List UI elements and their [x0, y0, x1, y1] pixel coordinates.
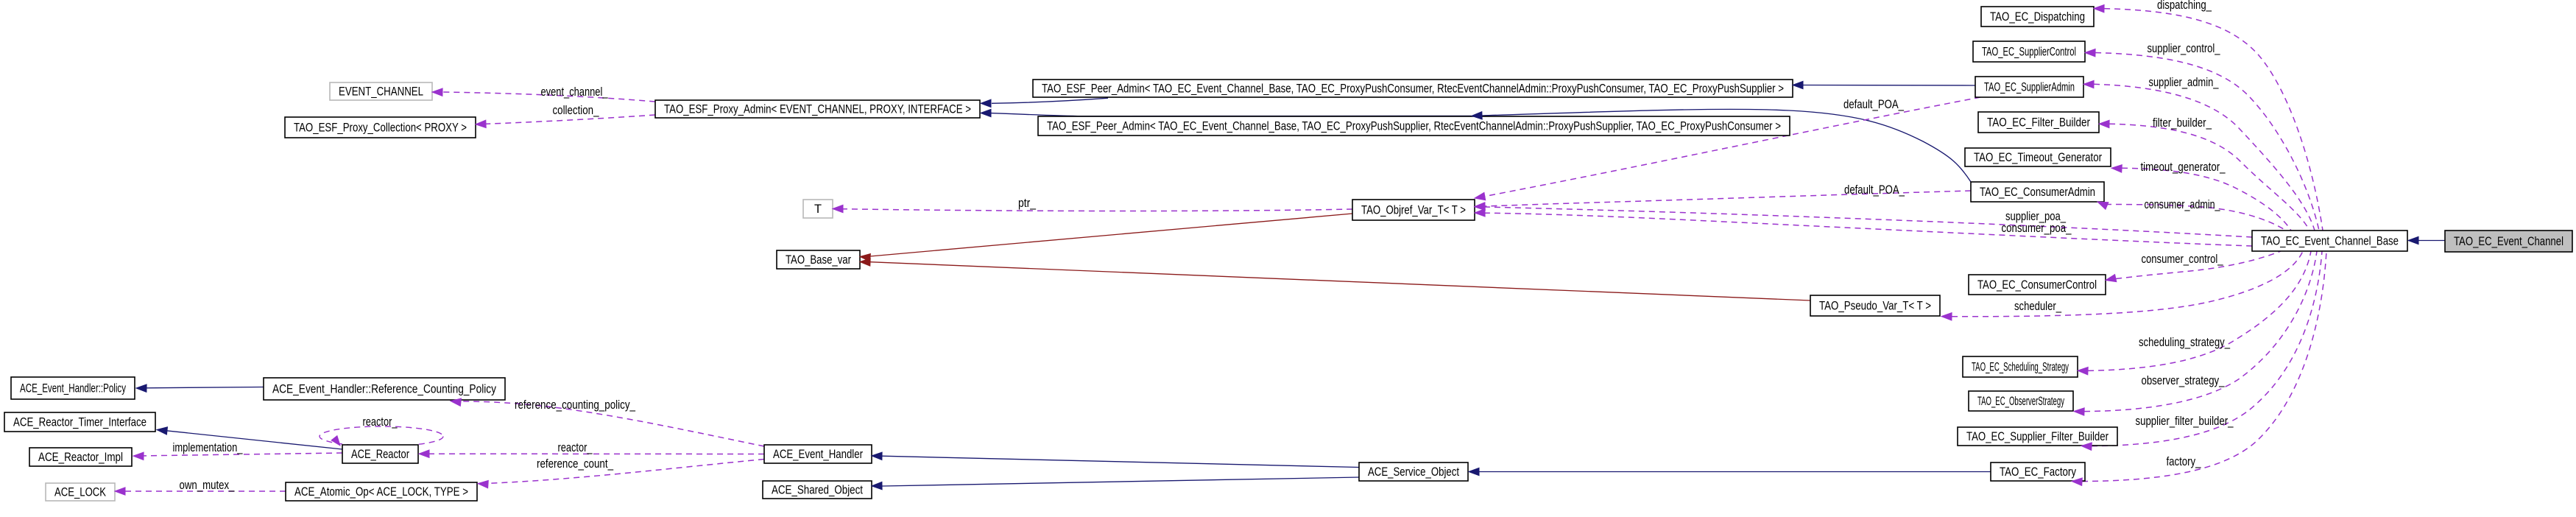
- svg-text:consumer_control_: consumer_control_: [2142, 253, 2224, 266]
- svg-text:reactor_: reactor_: [363, 415, 398, 429]
- svg-text:TAO_EC_Event_Channel_Base: TAO_EC_Event_Channel_Base: [2261, 235, 2399, 248]
- svg-text:dispatching_: dispatching_: [2157, 0, 2212, 12]
- svg-text:scheduler_: scheduler_: [2014, 300, 2062, 313]
- svg-text:TAO_EC_ConsumerAdmin: TAO_EC_ConsumerAdmin: [1980, 186, 2095, 199]
- svg-text:TAO_EC_ConsumerControl: TAO_EC_ConsumerControl: [1977, 278, 2097, 292]
- svg-text:consumer_admin_: consumer_admin_: [2145, 198, 2221, 211]
- svg-text:TAO_Base_var: TAO_Base_var: [786, 253, 851, 267]
- svg-text:TAO_EC_Scheduling_Strategy: TAO_EC_Scheduling_Strategy: [1972, 361, 2069, 374]
- svg-text:reference_counting_policy_: reference_counting_policy_: [515, 398, 636, 412]
- svg-text:ACE_Service_Object: ACE_Service_Object: [1368, 465, 1459, 479]
- svg-text:supplier_control_: supplier_control_: [2148, 42, 2221, 55]
- svg-text:TAO_EC_ObserverStrategy: TAO_EC_ObserverStrategy: [1977, 395, 2064, 408]
- svg-text:EVENT_CHANNEL: EVENT_CHANNEL: [339, 85, 423, 99]
- svg-text:filter_builder_: filter_builder_: [2153, 116, 2212, 130]
- svg-text:TAO_ESF_Peer_Admin< TAO_EC_Eve: TAO_ESF_Peer_Admin< TAO_EC_Event_Channel…: [1042, 82, 1784, 96]
- svg-text:ACE_Shared_Object: ACE_Shared_Object: [772, 484, 863, 497]
- svg-text:collection_: collection_: [553, 104, 600, 117]
- svg-text:TAO_Objref_Var_T< T >: TAO_Objref_Var_T< T >: [1361, 204, 1466, 217]
- svg-text:timeout_generator_: timeout_generator_: [2141, 161, 2226, 174]
- svg-text:factory_: factory_: [2167, 455, 2202, 468]
- svg-text:consumer_poa_: consumer_poa_: [2002, 222, 2072, 235]
- svg-text:ACE_LOCK: ACE_LOCK: [54, 486, 106, 499]
- svg-text:TAO_EC_SupplierAdmin: TAO_EC_SupplierAdmin: [1984, 81, 2075, 94]
- svg-text:ACE_Reactor_Impl: ACE_Reactor_Impl: [38, 451, 123, 464]
- svg-text:TAO_EC_Filter_Builder: TAO_EC_Filter_Builder: [1987, 116, 2090, 130]
- svg-text:ACE_Reactor_Timer_Interface: ACE_Reactor_Timer_Interface: [13, 416, 147, 429]
- svg-text:supplier_filter_builder_: supplier_filter_builder_: [2136, 415, 2234, 428]
- svg-text:reference_count_: reference_count_: [537, 457, 614, 471]
- svg-text:TAO_EC_Event_Channel: TAO_EC_Event_Channel: [2454, 235, 2563, 248]
- svg-text:implementation_: implementation_: [173, 441, 244, 454]
- svg-text:ptr_: ptr_: [1018, 197, 1037, 210]
- svg-text:TAO_EC_SupplierControl: TAO_EC_SupplierControl: [1982, 46, 2076, 59]
- svg-text:TAO_ESF_Proxy_Admin< EVENT_CHA: TAO_ESF_Proxy_Admin< EVENT_CHANNEL, PROX…: [664, 103, 971, 116]
- svg-text:reactor_: reactor_: [558, 441, 593, 454]
- svg-text:own_mutex_: own_mutex_: [180, 479, 236, 492]
- svg-text:T: T: [814, 203, 822, 216]
- svg-text:TAO_ESF_Peer_Admin< TAO_EC_Eve: TAO_ESF_Peer_Admin< TAO_EC_Event_Channel…: [1047, 120, 1781, 133]
- svg-text:supplier_admin_: supplier_admin_: [2149, 76, 2220, 89]
- svg-text:supplier_poa_: supplier_poa_: [2005, 210, 2067, 223]
- svg-text:TAO_EC_Dispatching: TAO_EC_Dispatching: [1990, 10, 2085, 24]
- svg-text:event_channel_: event_channel_: [541, 85, 609, 99]
- svg-text:TAO_EC_Factory: TAO_EC_Factory: [2000, 465, 2077, 479]
- svg-text:scheduling_strategy_: scheduling_strategy_: [2139, 336, 2231, 349]
- svg-text:ACE_Atomic_Op< ACE_LOCK, TYPE: ACE_Atomic_Op< ACE_LOCK, TYPE >: [294, 485, 468, 499]
- svg-text:TAO_Pseudo_Var_T< T >: TAO_Pseudo_Var_T< T >: [1819, 300, 1931, 313]
- svg-text:TAO_EC_Supplier_Filter_Builder: TAO_EC_Supplier_Filter_Builder: [1966, 430, 2109, 443]
- svg-text:default_POA_: default_POA_: [1843, 98, 1905, 111]
- svg-text:TAO_EC_Timeout_Generator: TAO_EC_Timeout_Generator: [1974, 151, 2102, 164]
- svg-text:observer_strategy_: observer_strategy_: [2142, 374, 2226, 387]
- svg-text:ACE_Event_Handler::Policy: ACE_Event_Handler::Policy: [20, 382, 127, 395]
- svg-text:ACE_Event_Handler: ACE_Event_Handler: [773, 448, 863, 461]
- svg-text:TAO_ESF_Proxy_Collection< PROX: TAO_ESF_Proxy_Collection< PROXY >: [294, 122, 467, 135]
- svg-text:ACE_Event_Handler::Reference_C: ACE_Event_Handler::Reference_Counting_Po…: [272, 383, 497, 396]
- svg-text:ACE_Reactor: ACE_Reactor: [351, 448, 409, 461]
- svg-text:default_POA_: default_POA_: [1844, 183, 1905, 197]
